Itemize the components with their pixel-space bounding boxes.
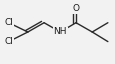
Text: Cl: Cl — [4, 18, 13, 27]
Text: O: O — [72, 4, 79, 13]
Text: NH: NH — [53, 28, 66, 36]
Text: Cl: Cl — [4, 37, 13, 46]
